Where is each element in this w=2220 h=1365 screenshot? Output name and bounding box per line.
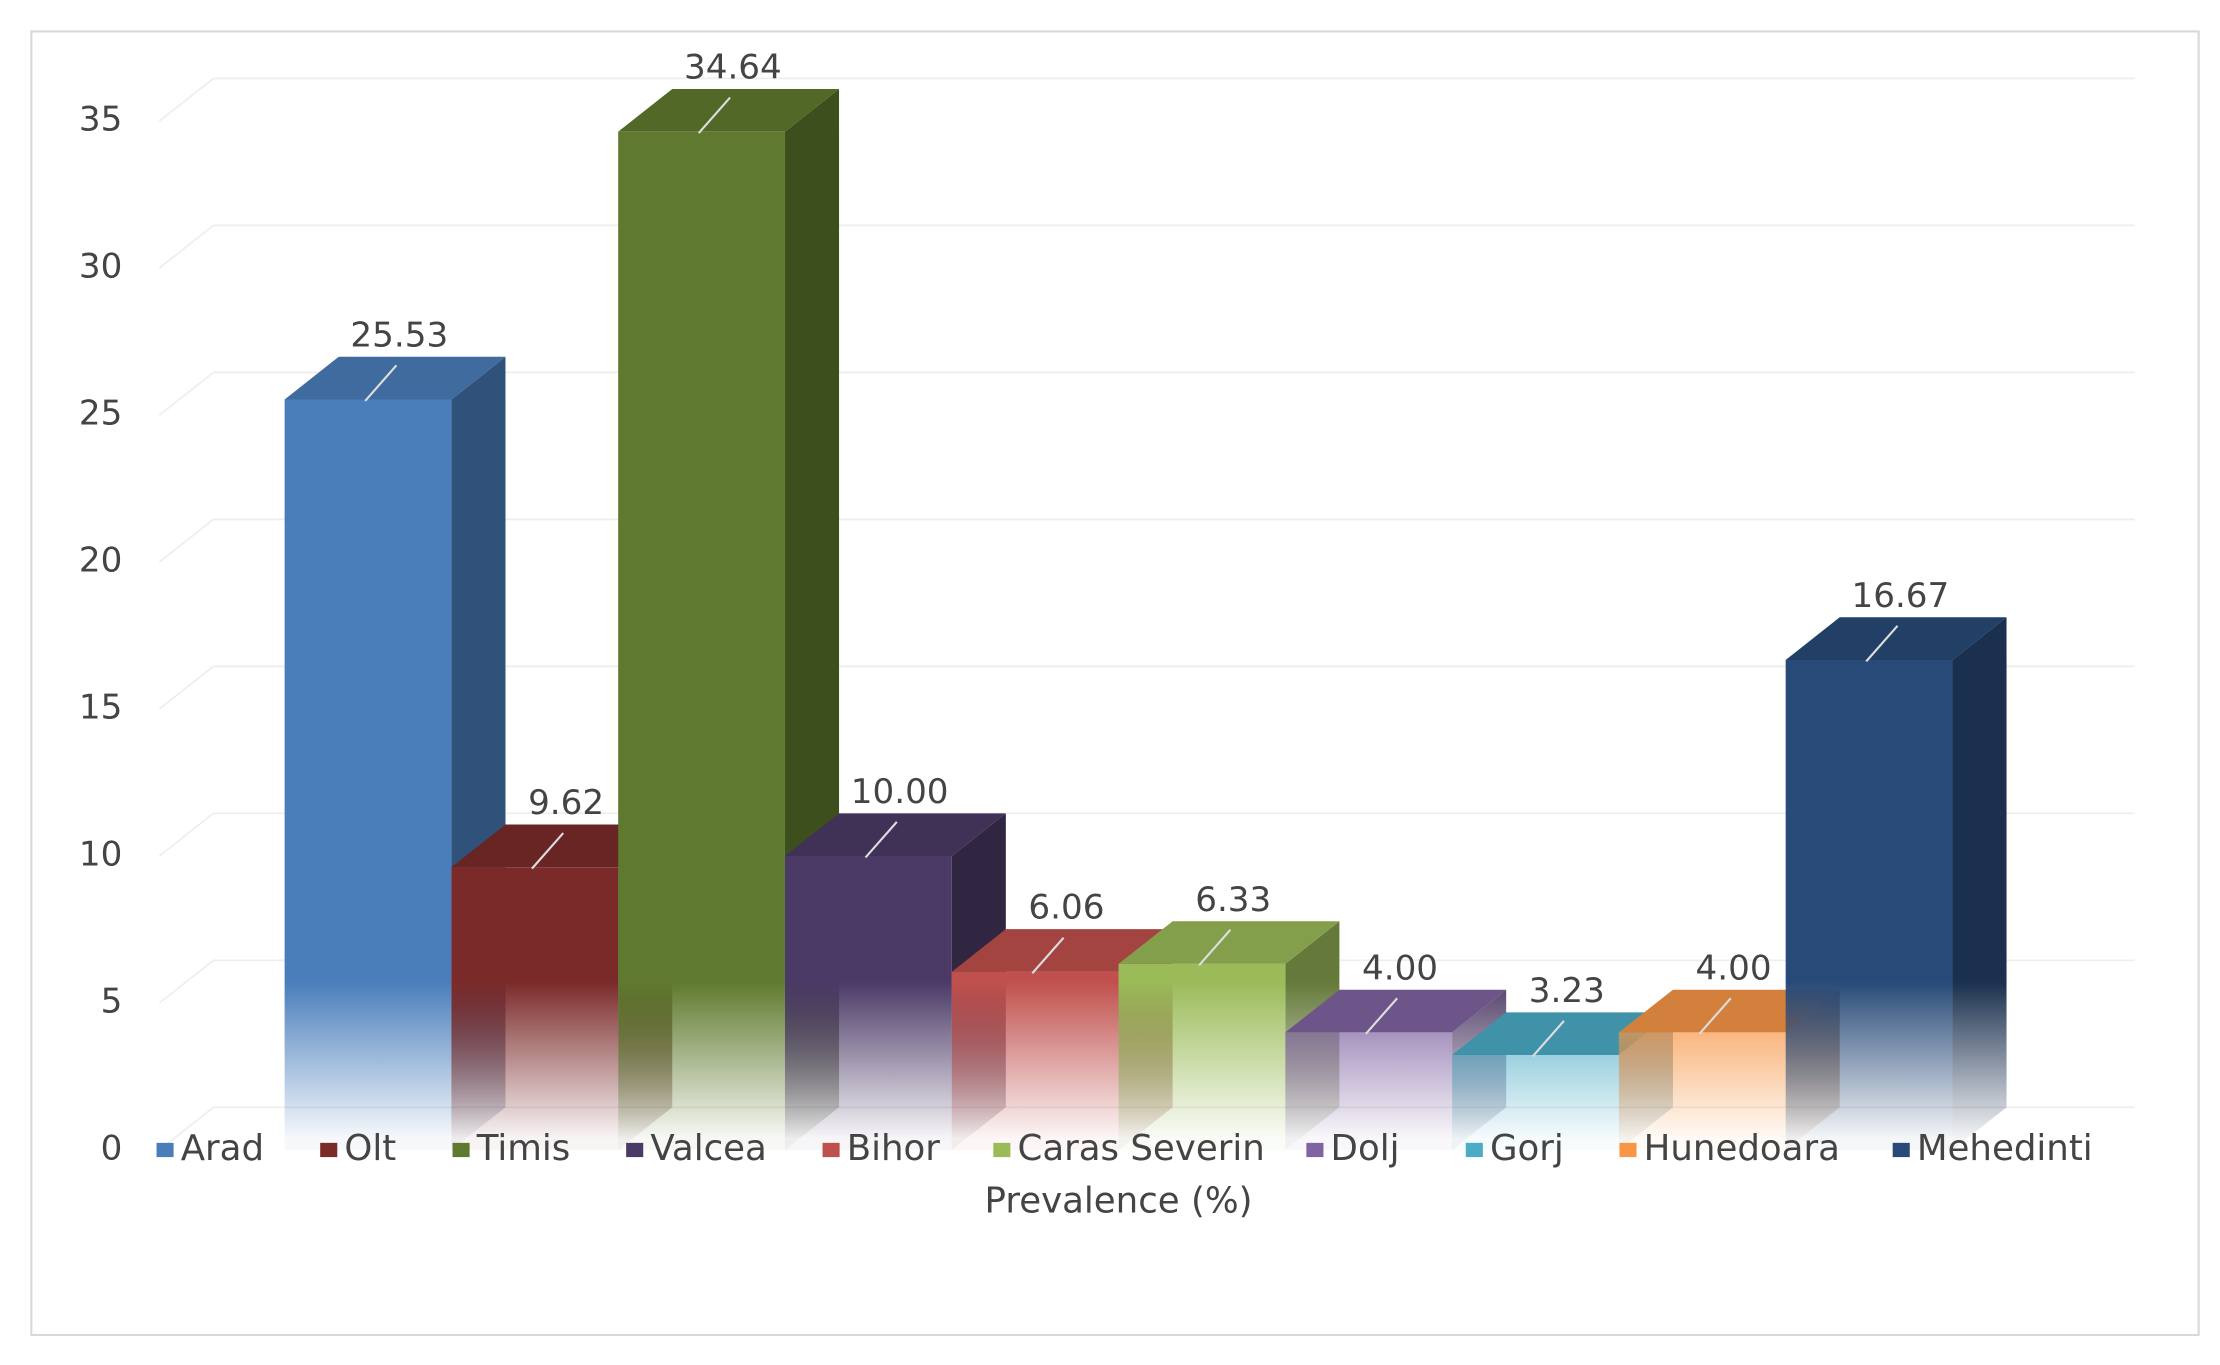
bar-front xyxy=(1785,659,1953,1150)
x-axis-label: Prevalence (%) xyxy=(985,1181,1253,1222)
data-label: 4.00 xyxy=(1362,948,1438,988)
legend-label: Caras Severin xyxy=(1017,1128,1264,1169)
bar-top xyxy=(1452,1012,1673,1056)
data-label: 25.53 xyxy=(350,315,448,355)
legend-swatch xyxy=(1306,1142,1324,1158)
bar-front xyxy=(451,867,619,1150)
grid-line xyxy=(158,371,214,416)
data-label: 3.23 xyxy=(1529,971,1605,1011)
bar xyxy=(784,813,1006,1150)
bar-top xyxy=(1118,921,1340,964)
grid-line xyxy=(158,812,214,857)
grid-line xyxy=(158,959,214,1004)
legend-swatch xyxy=(156,1142,174,1158)
bar-top xyxy=(784,813,1006,857)
label-leader xyxy=(864,821,898,859)
label-leader xyxy=(1865,625,1899,663)
legend-label: Hunedoara xyxy=(1644,1128,1840,1169)
legend-swatch xyxy=(993,1142,1011,1158)
grid-line xyxy=(158,518,214,563)
data-label: 6.06 xyxy=(1028,888,1104,928)
label-leader xyxy=(1365,997,1398,1035)
label-leader xyxy=(364,364,398,402)
bar-side xyxy=(1952,617,2007,1150)
legend-label: Valcea xyxy=(650,1128,766,1169)
y-tick-label: 30 xyxy=(79,247,122,287)
bar-front xyxy=(951,971,1119,1150)
bar-top xyxy=(284,356,506,400)
legend-label: Mehedinti xyxy=(1917,1128,2093,1169)
bar-front xyxy=(1618,1032,1786,1150)
y-tick-label: 15 xyxy=(79,688,122,728)
data-label: 4.00 xyxy=(1696,948,1772,988)
legend-swatch xyxy=(1619,1142,1637,1158)
legend-swatch xyxy=(626,1142,644,1158)
bar-top xyxy=(451,824,673,868)
legend-label: Arad xyxy=(181,1128,264,1169)
bar-top xyxy=(1785,617,2007,660)
y-tick-label: 20 xyxy=(79,541,122,581)
grid-line xyxy=(158,665,214,710)
label-leader xyxy=(697,96,731,134)
bar-top xyxy=(1618,989,1840,1033)
legend-swatch xyxy=(452,1142,470,1158)
data-label: 10.00 xyxy=(851,772,949,812)
grid-line xyxy=(158,77,214,122)
label-leader xyxy=(1698,997,1732,1035)
legend-label: Bihor xyxy=(847,1128,941,1169)
legend-swatch xyxy=(822,1142,840,1158)
bar-front xyxy=(1118,963,1286,1150)
legend-swatch xyxy=(320,1142,338,1158)
label-leader xyxy=(1198,929,1232,967)
label-leader xyxy=(531,832,565,870)
legend-swatch xyxy=(1465,1142,1483,1158)
bar-top xyxy=(1285,989,1507,1033)
legend-label: Gorj xyxy=(1490,1128,1564,1169)
data-label: 6.33 xyxy=(1195,880,1271,920)
data-label: 9.62 xyxy=(528,783,604,823)
bar-top xyxy=(951,929,1173,972)
bar-front xyxy=(1285,1032,1453,1150)
bar-front xyxy=(618,131,785,1150)
y-tick-label: 35 xyxy=(79,100,122,140)
data-label: 34.64 xyxy=(684,48,782,88)
grid-line xyxy=(158,224,214,269)
label-leader xyxy=(1531,1020,1565,1058)
bar xyxy=(1785,617,2007,1150)
y-tick-label: 0 xyxy=(101,1128,123,1168)
bar-front xyxy=(784,856,952,1150)
bar-front xyxy=(1452,1055,1619,1150)
data-label: 16.67 xyxy=(1852,576,1950,616)
bar-front xyxy=(284,399,452,1150)
label-leader xyxy=(1031,936,1065,974)
y-tick-label: 5 xyxy=(101,981,123,1021)
legend-label: Timis xyxy=(476,1128,571,1169)
legend-label: Dolj xyxy=(1331,1128,1400,1169)
y-tick-label: 25 xyxy=(79,394,122,434)
legend-swatch xyxy=(1892,1142,1910,1158)
y-tick-label: 10 xyxy=(79,835,122,875)
legend-label: Olt xyxy=(344,1128,396,1169)
bar-top xyxy=(618,88,840,132)
